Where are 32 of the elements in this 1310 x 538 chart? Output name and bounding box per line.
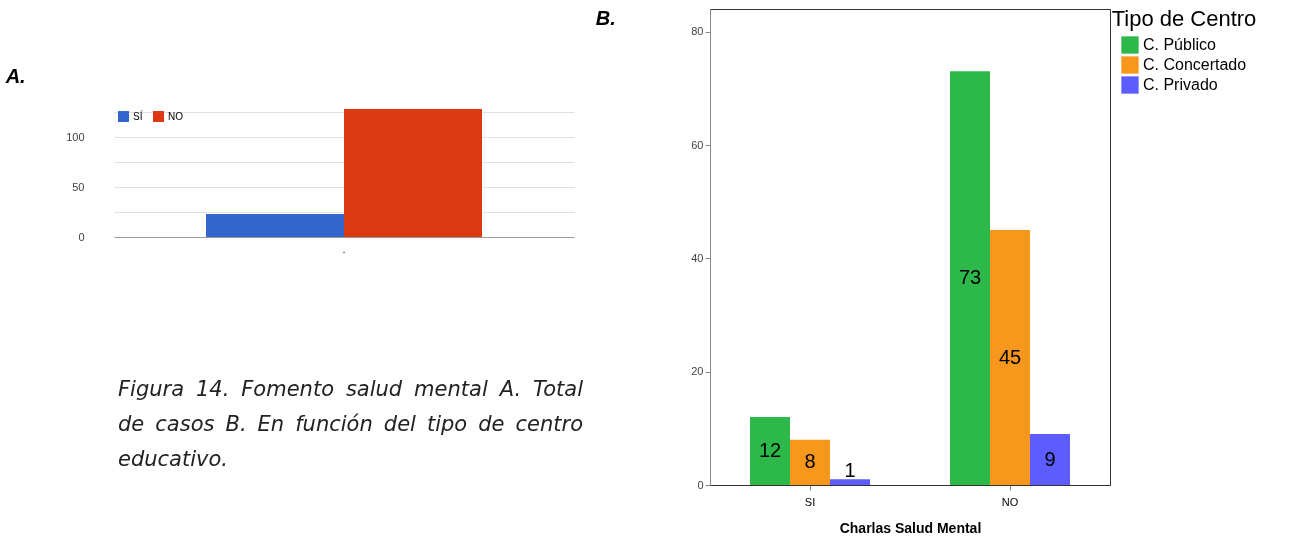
legend-label: SÍ — [133, 109, 143, 122]
bar — [990, 230, 1030, 485]
y-tick-label: 100 — [66, 130, 85, 143]
y-tick-label: 80 — [691, 25, 704, 38]
legend-label: NO — [168, 110, 184, 122]
data-label: 9 — [1044, 447, 1056, 470]
bar — [750, 417, 790, 485]
bar — [790, 439, 830, 485]
legend-label: C. Concertado — [1143, 56, 1247, 73]
data-label: 8 — [804, 450, 816, 473]
x-axis-title: Charlas Salud Mental — [839, 519, 982, 536]
y-tick-label: 60 — [691, 138, 704, 151]
y-tick-label: 50 — [72, 180, 85, 193]
chart-title: B. — [595, 7, 616, 29]
x-tick-label: . — [342, 242, 346, 255]
bar — [1030, 434, 1070, 485]
text: Figura 14. Fomento salud mental A. Total de casos B. En función del tipo de centro educativo. — [118, 376, 583, 473]
data-label: 1 — [844, 458, 856, 481]
bar — [830, 479, 870, 485]
y-tick-label: 20 — [691, 365, 704, 378]
chart-title: A. — [4, 65, 26, 87]
data-label: 73 — [958, 266, 982, 289]
y-tick-label: 0 — [697, 478, 704, 491]
data-label: 12 — [758, 439, 782, 461]
y-tick-label: 0 — [78, 230, 85, 243]
bar — [950, 71, 990, 485]
legend-label: C. Privado — [1143, 76, 1218, 93]
y-tick-label: 40 — [691, 251, 704, 264]
legend-title: Tipo de Centro — [1111, 6, 1257, 31]
data-label: 45 — [998, 345, 1022, 368]
legend-label: C. Público — [1143, 36, 1217, 53]
x-tick-label: SI — [804, 495, 816, 508]
